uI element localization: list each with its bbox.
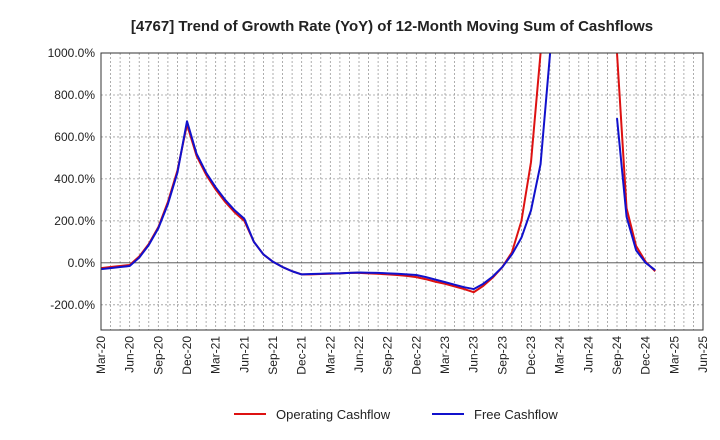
x-tick-label: Sep-24: [610, 336, 624, 375]
x-tick-label: Mar-24: [553, 336, 567, 374]
legend-label: Free Cashflow: [474, 407, 558, 422]
y-tick-label: 1000.0%: [48, 46, 96, 60]
x-tick-label: Dec-22: [409, 336, 423, 375]
x-tick-label: Mar-22: [323, 336, 337, 374]
plot-frame: [100, 52, 704, 331]
grid-layer: [101, 52, 703, 330]
y-tick-label: 200.0%: [54, 214, 95, 228]
x-tick-label: Mar-20: [94, 336, 108, 374]
x-tick-label: Dec-21: [295, 336, 309, 375]
x-tick-label: Mar-21: [209, 336, 223, 374]
x-tick-label: Sep-22: [381, 336, 395, 375]
y-tick-label: 0.0%: [68, 256, 96, 270]
x-tick-label: Jun-21: [237, 336, 251, 373]
series-line-free-cashflow: [616, 117, 656, 271]
x-tick-label: Sep-23: [495, 336, 509, 375]
series-line-operating-cashflow: [101, 53, 542, 294]
x-tick-label: Dec-20: [180, 336, 194, 375]
x-tick-label: Jun-22: [352, 336, 366, 373]
legend-label: Operating Cashflow: [276, 407, 391, 422]
x-tick-label: Sep-20: [151, 336, 165, 375]
x-tick-label: Jun-24: [581, 336, 595, 373]
axis-layer: 1000.0% 800.0% 600.0% 400.0% 200.0% 0.0% -200.…: [48, 46, 710, 375]
x-tick-label: Dec-24: [639, 336, 653, 375]
legend: Operating Cashflow Free Cashflow: [234, 407, 558, 422]
x-tick-label: Jun-25: [696, 336, 710, 373]
x-tick-label: Mar-23: [438, 336, 452, 374]
y-tick-label: 600.0%: [54, 130, 95, 144]
series-line-free-cashflow: [101, 53, 552, 291]
x-tick-label: Dec-23: [524, 336, 538, 375]
chart-title: [4767] Trend of Growth Rate (YoY) of 12-…: [131, 18, 653, 35]
series-layer: [101, 53, 656, 294]
x-tick-label: Jun-20: [123, 336, 137, 373]
y-tick-label: 400.0%: [54, 172, 95, 186]
x-tick-label: Mar-25: [667, 336, 681, 374]
y-tick-label: -200.0%: [50, 298, 95, 312]
x-tick-label: Jun-23: [467, 336, 481, 373]
x-tick-label: Sep-21: [266, 336, 280, 375]
y-tick-label: 800.0%: [54, 88, 95, 102]
